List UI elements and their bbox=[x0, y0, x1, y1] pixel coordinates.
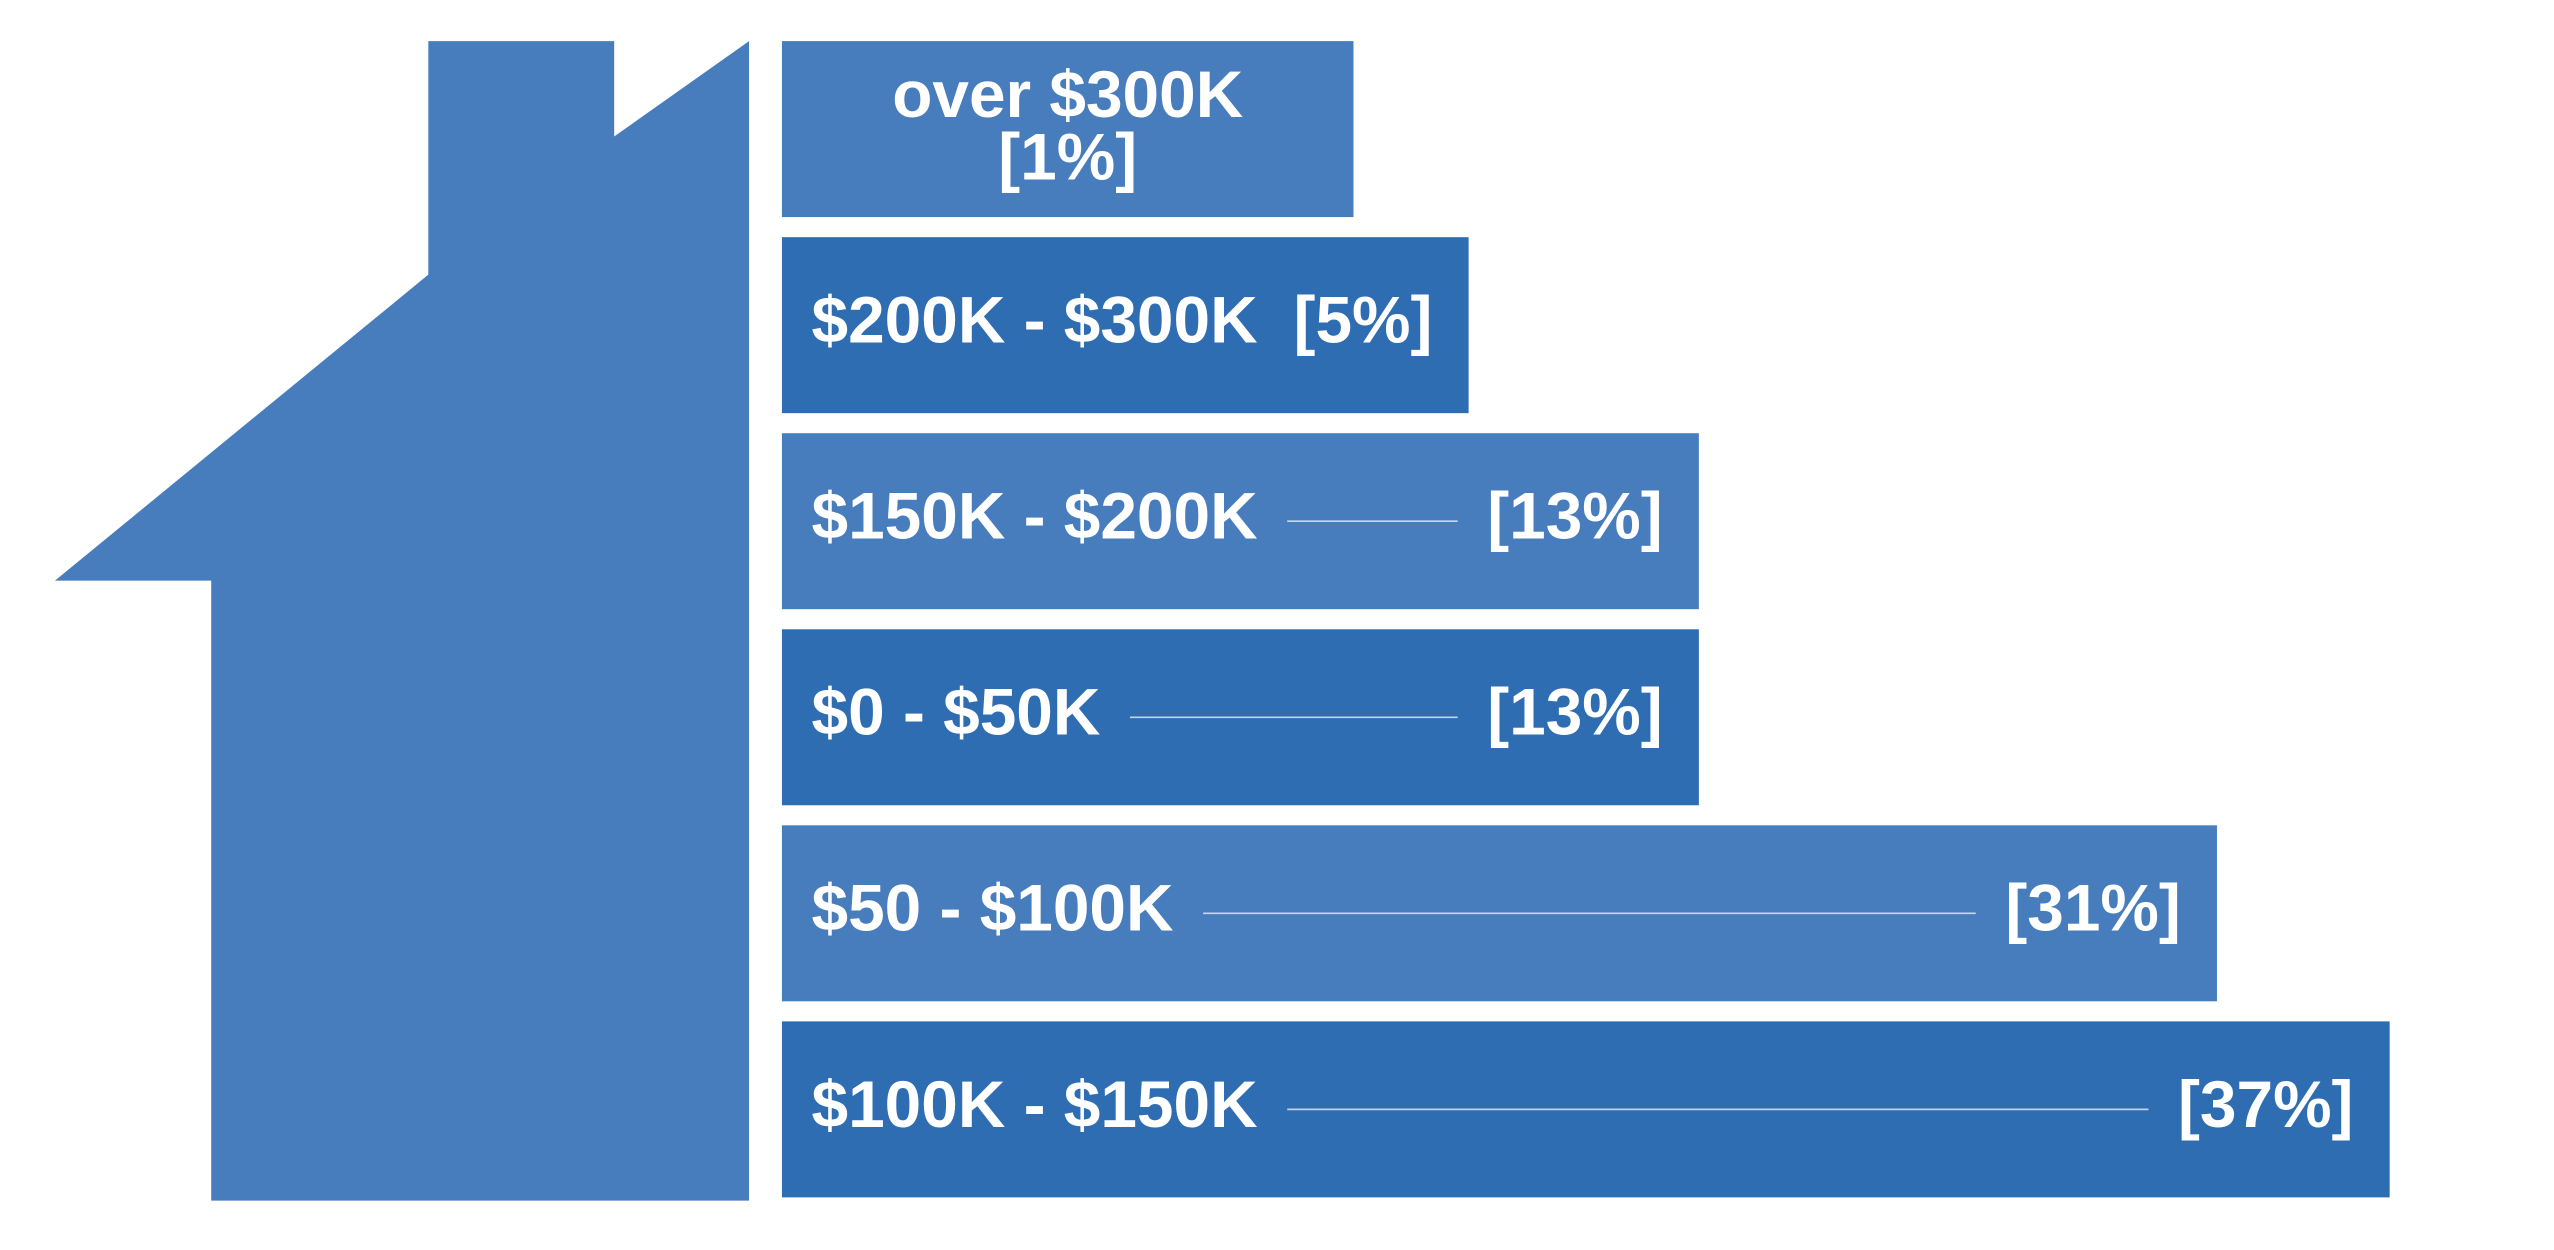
bar bbox=[781, 41, 1354, 218]
category-label: $0 - $50K bbox=[812, 675, 1101, 749]
value-label: [13%] bbox=[1487, 479, 1662, 553]
bar bbox=[781, 237, 1469, 414]
category-label: $100K - $150K bbox=[812, 1067, 1258, 1141]
value-label: [1%] bbox=[998, 119, 1137, 193]
category-label: $200K - $300K bbox=[812, 283, 1258, 357]
value-label: [31%] bbox=[2005, 871, 2180, 945]
category-label: $150K - $200K bbox=[812, 479, 1258, 553]
bar bbox=[781, 433, 1699, 610]
value-label: [13%] bbox=[1487, 675, 1662, 749]
category-label: over $300K bbox=[892, 57, 1243, 131]
category-label: $50 - $100K bbox=[812, 871, 1174, 945]
house-icon bbox=[54, 41, 750, 1201]
value-label: [5%] bbox=[1294, 283, 1433, 357]
value-label: [37%] bbox=[2178, 1067, 2353, 1141]
